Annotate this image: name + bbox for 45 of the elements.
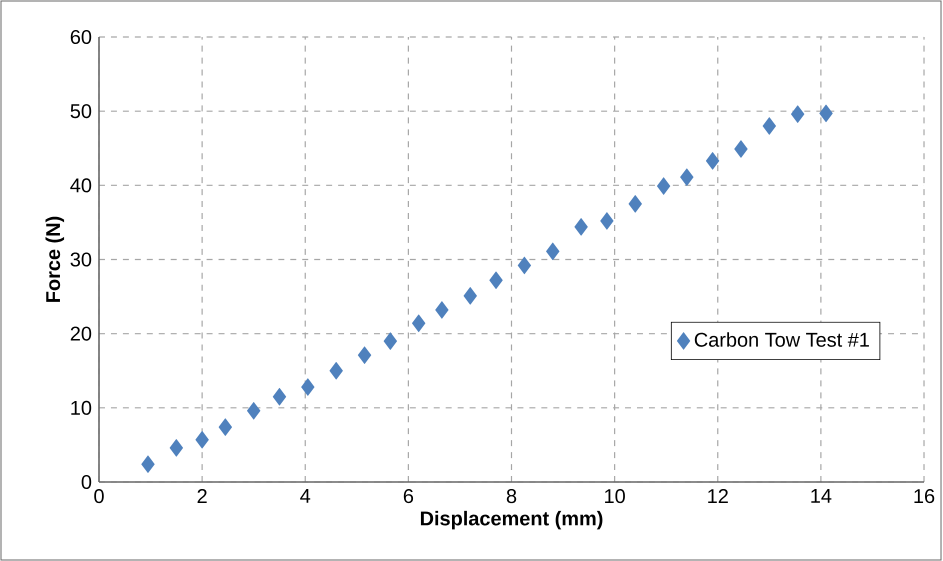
y-tick-label: 50 [70,104,92,118]
point [170,439,184,457]
x-tick-label: 12 [708,489,728,503]
point [301,378,315,396]
x-tick-label: 6 [404,489,414,504]
point [734,140,748,158]
point [464,287,477,305]
legend-label: Carbon Tow Test #1 [694,332,869,347]
y-tick-label: 10 [71,400,92,415]
point [656,177,670,195]
x-tick-label: 0 [94,489,104,504]
x-tick-label: 14 [811,489,832,503]
point [819,104,833,122]
point [518,256,532,274]
point [141,455,155,473]
point [574,218,588,236]
point [195,430,209,448]
y-tick-label: 0 [82,474,92,490]
point [546,242,560,260]
point [247,402,260,420]
y-tick-label: 60 [70,30,92,44]
point [680,168,694,186]
point [272,388,286,406]
point [358,346,372,364]
x-axis-title: Displacement (mm) [420,510,602,530]
point [489,272,503,290]
x-tick-label: 2 [198,489,207,503]
point [791,105,804,123]
point [218,418,232,436]
point [384,332,398,350]
point [435,301,449,319]
x-tick-label: 8 [506,489,516,504]
point [762,117,776,135]
point [628,195,642,213]
x-tick-label: 10 [605,489,625,504]
x-tick-label: 16 [914,489,934,504]
y-tick-label: 30 [70,252,92,267]
point [600,212,614,230]
y-tick-label: 20 [70,326,92,341]
y-tick-label: 40 [70,178,92,192]
y-axis-title: Force (N) [46,216,64,302]
point [330,362,343,380]
x-tick-label: 4 [300,489,310,503]
point [412,314,426,332]
point [706,152,720,170]
